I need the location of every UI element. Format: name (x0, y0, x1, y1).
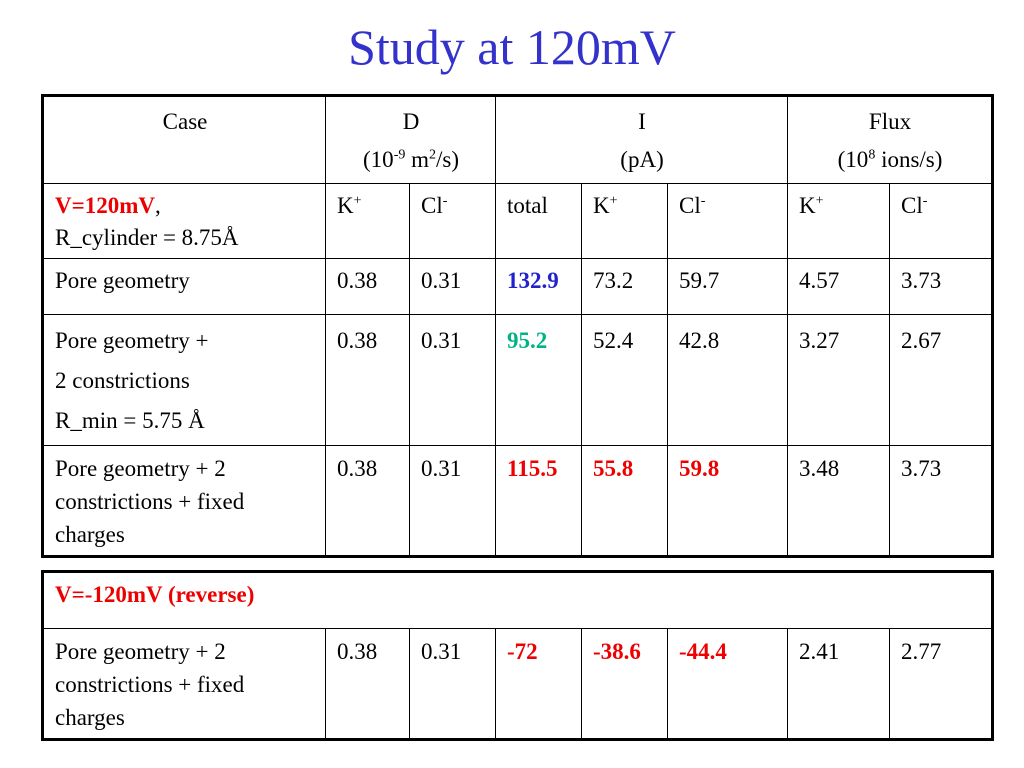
i-k-cell: 55.8 (581, 445, 669, 557)
d-k-cell: 0.38 (325, 258, 410, 315)
i-k-label: K+ (581, 183, 669, 259)
header-d: D (10-9 m2/s) (324, 95, 497, 184)
i-total-cell: 132.9 (495, 258, 583, 315)
d-k-label: K+ (325, 183, 410, 259)
header-case: Case (42, 95, 326, 184)
flux-k-label: K+ (787, 183, 891, 259)
d-k-cell: 0.38 (325, 445, 410, 557)
case-cell: Pore geometry + 2 constrictions R_min = … (42, 314, 326, 446)
condition-cell: V=120mV, R_cylinder = 8.75Å (42, 183, 326, 259)
i-k-cell: 52.4 (581, 314, 669, 446)
i-total-label: total (495, 183, 583, 259)
i-total-cell: 95.2 (495, 314, 583, 446)
header-flux: Flux (108 ions/s) (787, 95, 994, 184)
i-cl-label: Cl- (667, 183, 789, 259)
table-row: Pore geometry + 2 constrictions R_min = … (42, 314, 994, 446)
i-cl-cell: -44.4 (667, 628, 788, 740)
d-cl-cell: 0.31 (408, 314, 497, 446)
d-k-cell: 0.38 (325, 628, 410, 740)
i-k-cell: 73.2 (581, 258, 669, 315)
table-row: Pore geometry 0.38 0.31 132.9 73.2 59.7 … (42, 258, 994, 315)
flux-cl-cell: 3.73 (889, 445, 994, 557)
header-i: I (pA) (495, 95, 789, 184)
flux-cl-cell: 3.73 (889, 258, 994, 315)
flux-cl-label: Cl- (889, 183, 994, 259)
d-cl-cell: 0.31 (409, 628, 496, 740)
i-total-cell: -72 (495, 628, 582, 740)
flux-k-cell: 3.48 (787, 445, 891, 557)
case-cell: Pore geometry (42, 258, 326, 315)
i-k-cell: -38.6 (581, 628, 668, 740)
case-cell: Pore geometry + 2 constrictions + fixed … (42, 628, 326, 740)
flux-cl-cell: 2.67 (889, 314, 994, 446)
i-cl-cell: 59.8 (667, 445, 789, 557)
table-row: Pore geometry + 2 constrictions + fixed … (42, 628, 993, 740)
d-k-cell: 0.38 (325, 314, 410, 446)
results-table: Case D (10-9 m2/s) I (pA) Flux (108 ions… (41, 94, 995, 558)
reverse-table: V=-120mV (reverse) Pore geometry + 2 con… (41, 570, 994, 741)
i-total-cell: 115.5 (495, 445, 583, 557)
flux-k-cell: 2.41 (787, 628, 890, 740)
d-cl-cell: 0.31 (408, 445, 497, 557)
slide-title: Study at 120mV (348, 19, 676, 75)
i-cl-cell: 42.8 (667, 314, 789, 446)
flux-k-cell: 3.27 (787, 314, 891, 446)
d-cl-label: Cl- (408, 183, 497, 259)
i-cl-cell: 59.7 (667, 258, 789, 315)
case-cell: Pore geometry + 2 constrictions + fixed … (42, 445, 326, 557)
flux-k-cell: 4.57 (787, 258, 891, 315)
header-row: Case D (10-9 m2/s) I (pA) Flux (108 ions… (42, 95, 994, 184)
reverse-heading-row: V=-120mV (reverse) (42, 571, 993, 629)
reverse-heading: V=-120mV (reverse) (42, 571, 993, 629)
ion-label-row: V=120mV, R_cylinder = 8.75Å K+ Cl- total… (42, 183, 994, 259)
d-cl-cell: 0.31 (408, 258, 497, 315)
flux-cl-cell: 2.77 (889, 628, 993, 740)
table-row: Pore geometry + 2 constrictions + fixed … (42, 445, 994, 557)
